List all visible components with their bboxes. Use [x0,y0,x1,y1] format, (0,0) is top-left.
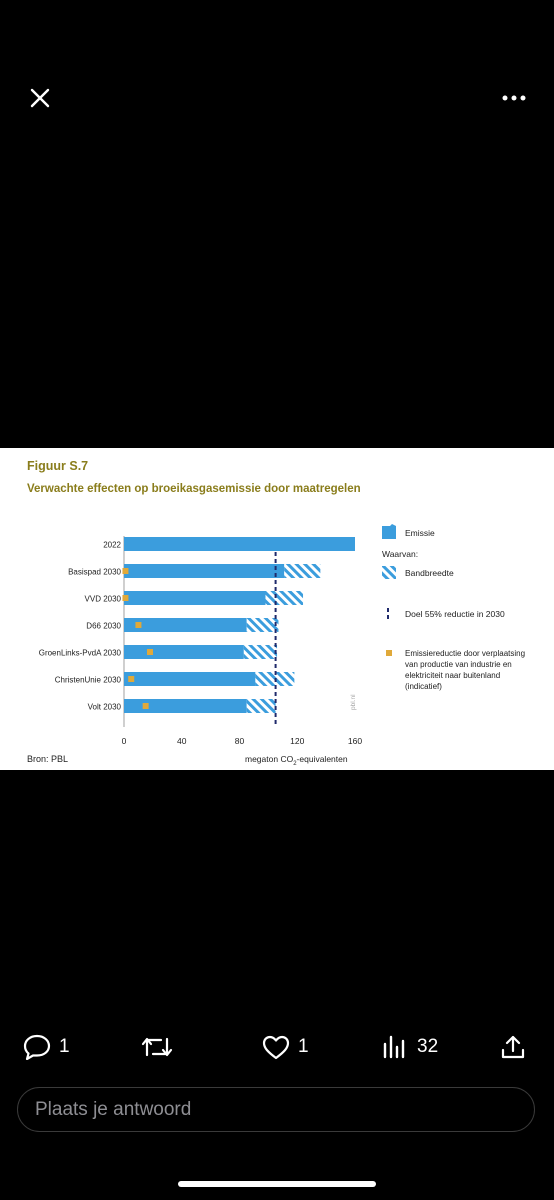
x-tick-label: 160 [348,736,362,746]
legend-reductie-label: (indicatief) [405,682,442,691]
reply-input[interactable]: Plaats je antwoord [17,1087,535,1132]
category-label: D66 2030 [86,622,121,631]
share-button[interactable] [500,1030,526,1064]
legend-reductie-label: Emissiereductie door verplaatsing [405,649,525,658]
category-label: GroenLinks-PvdA 2030 [39,649,122,658]
reductie-marker [142,703,149,709]
emissie-bar [124,645,244,659]
tweet-image[interactable]: Figuur S.7 Verwachte effecten op broeika… [0,448,554,770]
bandbreedte-bar [243,645,278,659]
bandbreedte-bar [246,618,279,632]
like-icon [262,1035,290,1059]
figure-source: Bron: PBL [27,754,69,764]
reductie-marker [122,568,129,574]
category-label: ChristenUnie 2030 [55,676,122,685]
legend-bandbreedte-label: Bandbreedte [405,568,454,578]
x-tick-label: 0 [122,736,127,746]
share-icon [501,1035,525,1059]
emissie-bar [124,672,256,686]
reply-placeholder: Plaats je antwoord [35,1098,192,1120]
reply-count: 1 [59,1036,70,1057]
more-icon [502,95,526,101]
reductie-marker [128,676,135,682]
emissie-bar [124,618,247,632]
legend-waarvan-label: Waarvan: [382,549,418,559]
reply-button[interactable]: 1 [23,1030,70,1064]
legend-reductie-swatch [386,650,392,656]
like-count: 1 [298,1036,309,1057]
legend-bandbreedte-swatch [382,566,396,579]
x-tick-label: 80 [235,736,245,746]
bar-chart: 2022 Basispad 2030 VVD 2030 D66 2030 GroenLi… [39,524,525,767]
close-button[interactable] [20,80,60,116]
bandbreedte-bar [265,591,304,605]
retweet-icon [141,1037,173,1057]
figure-title: Verwachte effecten op broeikasgasemissie… [27,483,361,495]
bandbreedte-bar [284,564,321,578]
views-button[interactable]: 32 [383,1030,438,1064]
close-icon [30,88,50,108]
retweet-button[interactable] [141,1030,173,1064]
category-label: 2022 [103,541,121,550]
views-icon [383,1035,405,1059]
reductie-marker [146,649,153,655]
legend-reductie-label: van productie van industrie en [405,660,512,669]
like-button[interactable]: 1 [262,1030,309,1064]
category-label: Basispad 2030 [68,568,121,577]
category-label: VVD 2030 [85,595,122,604]
reductie-marker [122,595,129,601]
legend-reductie-label: elektriciteit naar buitenland [405,671,500,680]
emissie-bar [124,699,247,713]
bandbreedte-bar [246,699,276,713]
legend-emissie-swatch [382,524,396,539]
reply-icon [23,1034,51,1060]
x-axis-label: megaton CO2-equivalenten [245,754,348,767]
emissie-bar [124,564,285,578]
figure-number: Figuur S.7 [27,459,89,473]
legend-emissie-label: Emissie [405,528,435,538]
legend-doel-label: Doel 55% reductie in 2030 [405,609,505,619]
views-count: 32 [417,1036,439,1057]
category-label: Volt 2030 [88,703,122,712]
home-indicator [178,1181,376,1187]
watermark: pbl.nl [350,694,357,710]
emissie-bar [124,591,266,605]
more-options-button[interactable] [494,80,534,116]
x-tick-label: 40 [177,736,187,746]
emissie-bar [124,537,355,551]
reductie-marker [135,622,142,628]
x-tick-label: 120 [290,736,304,746]
